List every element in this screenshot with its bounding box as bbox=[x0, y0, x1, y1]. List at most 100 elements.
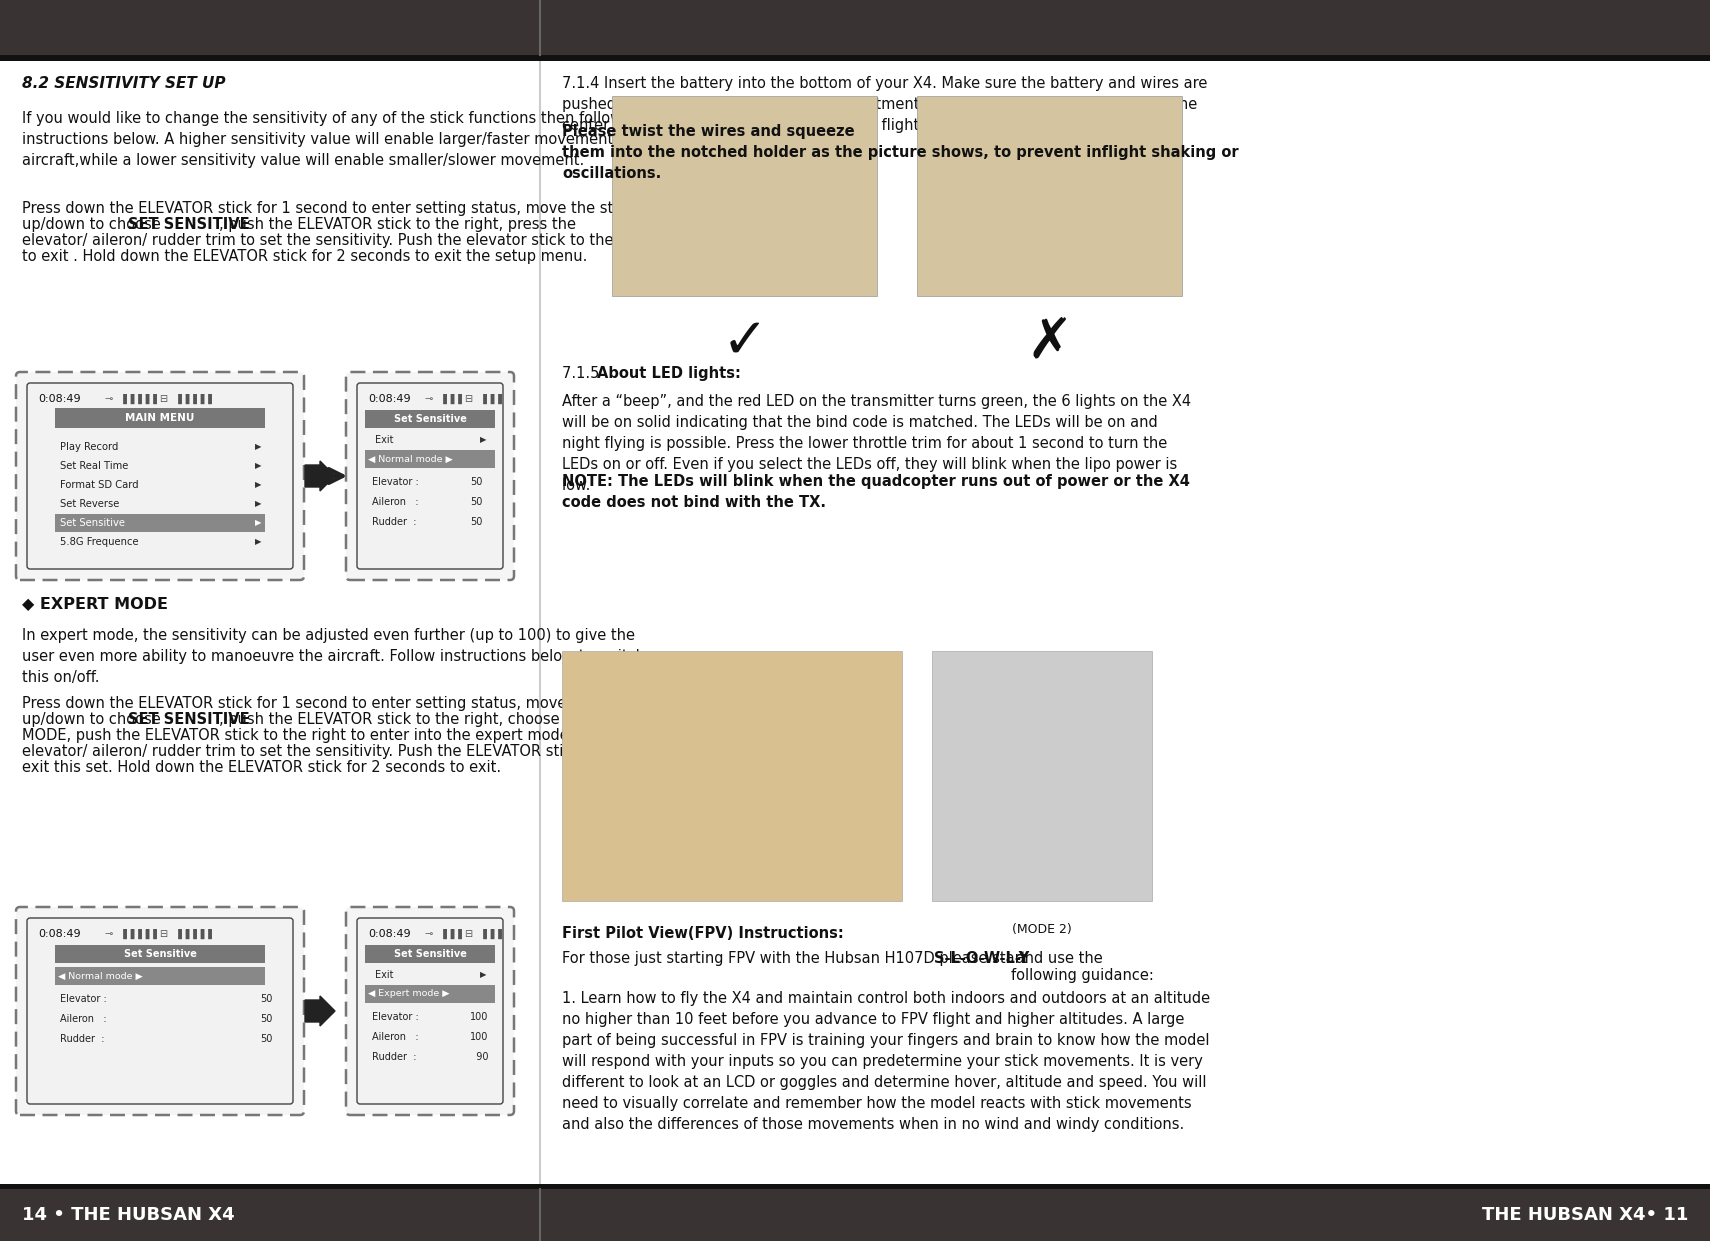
Text: ⊸  ▐▐▐▐▐: ⊸ ▐▐▐▐▐ bbox=[104, 930, 157, 939]
Text: 0:08:49: 0:08:49 bbox=[368, 930, 410, 939]
Text: ✗: ✗ bbox=[1026, 316, 1072, 370]
Text: Set Reverse: Set Reverse bbox=[60, 499, 120, 509]
Text: Set Sensitive: Set Sensitive bbox=[60, 517, 125, 527]
Text: ◆ EXPERT MODE: ◆ EXPERT MODE bbox=[22, 596, 168, 611]
Text: 50: 50 bbox=[470, 496, 482, 508]
Text: 0:08:49: 0:08:49 bbox=[368, 393, 410, 405]
Text: ▶: ▶ bbox=[255, 443, 262, 452]
Text: 50: 50 bbox=[260, 1034, 272, 1044]
Text: Elevator :: Elevator : bbox=[60, 994, 106, 1004]
Text: ⊟  ▐▐▐▐▐: ⊟ ▐▐▐▐▐ bbox=[161, 393, 212, 405]
Text: up/down to choose: up/down to choose bbox=[22, 712, 166, 727]
FancyBboxPatch shape bbox=[345, 372, 515, 580]
FancyArrow shape bbox=[304, 460, 335, 491]
Text: Please twist the wires and squeeze
them into the notched holder as the picture s: Please twist the wires and squeeze them … bbox=[563, 124, 1238, 181]
Text: Elevator :: Elevator : bbox=[373, 477, 419, 486]
Text: ▶: ▶ bbox=[481, 436, 487, 444]
Bar bbox=[364, 410, 494, 428]
Text: MODE, push the ELEVATOR stick to the right to enter into the expert mode, press : MODE, push the ELEVATOR stick to the rig… bbox=[22, 728, 646, 743]
Text: ✓: ✓ bbox=[722, 316, 768, 370]
Bar bbox=[364, 985, 494, 1003]
Bar bbox=[55, 967, 265, 985]
Text: Set Sensitive: Set Sensitive bbox=[393, 414, 467, 424]
Text: ⊸  ▐▐▐: ⊸ ▐▐▐ bbox=[426, 930, 462, 939]
Text: ⊸  ▐▐▐▐▐: ⊸ ▐▐▐▐▐ bbox=[104, 393, 157, 405]
Text: ⊟  ▐▐▐: ⊟ ▐▐▐ bbox=[465, 393, 501, 405]
Text: , push the ELEVATOR stick to the right, choose NORMAL: , push the ELEVATOR stick to the right, … bbox=[219, 712, 628, 727]
Text: 0:08:49: 0:08:49 bbox=[38, 930, 80, 939]
FancyBboxPatch shape bbox=[345, 907, 515, 1114]
FancyArrow shape bbox=[304, 997, 335, 1026]
FancyBboxPatch shape bbox=[357, 383, 503, 570]
FancyBboxPatch shape bbox=[15, 907, 304, 1114]
Text: Exit: Exit bbox=[374, 436, 393, 446]
Text: 1. Learn how to fly the X4 and maintain control both indoors and outdoors at an : 1. Learn how to fly the X4 and maintain … bbox=[563, 992, 1211, 1132]
FancyBboxPatch shape bbox=[27, 383, 292, 570]
Text: ▶: ▶ bbox=[255, 480, 262, 489]
Text: ▶: ▶ bbox=[255, 462, 262, 470]
Text: ◀ Normal mode ▶: ◀ Normal mode ▶ bbox=[368, 454, 453, 463]
Text: 0:08:49: 0:08:49 bbox=[38, 393, 80, 405]
Bar bbox=[0, 1189, 1710, 1241]
Text: SET SENSITIVE: SET SENSITIVE bbox=[128, 712, 250, 727]
Text: , push the ELEVATOR stick to the right, press the: , push the ELEVATOR stick to the right, … bbox=[219, 217, 576, 232]
Text: 50: 50 bbox=[260, 994, 272, 1004]
Text: Rudder  :: Rudder : bbox=[373, 1052, 417, 1062]
Bar bbox=[364, 450, 494, 468]
Text: Set Sensitive: Set Sensitive bbox=[393, 949, 467, 959]
Text: 100: 100 bbox=[470, 1033, 489, 1042]
Bar bbox=[932, 652, 1153, 901]
Text: Play Record: Play Record bbox=[60, 442, 118, 452]
Bar bbox=[364, 944, 494, 963]
Text: SET SENSITIVE: SET SENSITIVE bbox=[128, 217, 250, 232]
Text: Aileron   :: Aileron : bbox=[373, 496, 419, 508]
Text: ▶: ▶ bbox=[255, 519, 262, 527]
Text: and use the
following guidance:: and use the following guidance: bbox=[1011, 951, 1154, 983]
Text: Rudder  :: Rudder : bbox=[60, 1034, 104, 1044]
Text: Press down the ELEVATOR stick for 1 second to enter setting status, move the sti: Press down the ELEVATOR stick for 1 seco… bbox=[22, 201, 634, 216]
Text: 8.2 SENSITIVITY SET UP: 8.2 SENSITIVITY SET UP bbox=[22, 76, 226, 91]
Bar bbox=[0, 55, 1710, 61]
Text: ▶: ▶ bbox=[255, 537, 262, 546]
Text: ▶: ▶ bbox=[481, 970, 487, 979]
Text: S-L-O-W-L-Y: S-L-O-W-L-Y bbox=[934, 951, 1029, 965]
Bar bbox=[0, 0, 1710, 55]
Text: Rudder  :: Rudder : bbox=[373, 517, 417, 527]
Text: Aileron   :: Aileron : bbox=[60, 1014, 106, 1024]
Text: 7.1.5: 7.1.5 bbox=[563, 366, 604, 381]
Text: 5.8G Frequence: 5.8G Frequence bbox=[60, 537, 139, 547]
Bar bbox=[55, 408, 265, 428]
Text: Set Real Time: Set Real Time bbox=[60, 460, 128, 472]
Text: exit this set. Hold down the ELEVATOR stick for 2 seconds to exit.: exit this set. Hold down the ELEVATOR st… bbox=[22, 759, 501, 774]
Text: THE HUBSAN X4• 11: THE HUBSAN X4• 11 bbox=[1481, 1206, 1688, 1224]
Text: elevator/ aileron/ rudder trim to set the sensitivity. Push the elevator stick t: elevator/ aileron/ rudder trim to set th… bbox=[22, 233, 653, 248]
Text: 100: 100 bbox=[470, 1011, 489, 1023]
FancyBboxPatch shape bbox=[15, 372, 304, 580]
Text: ◀ Normal mode ▶: ◀ Normal mode ▶ bbox=[58, 972, 142, 980]
Text: 7.1.4 Insert the battery into the bottom of your X4. Make sure the battery and w: 7.1.4 Insert the battery into the bottom… bbox=[563, 76, 1207, 133]
Text: Press down the ELEVATOR stick for 1 second to enter setting status, move the sti: Press down the ELEVATOR stick for 1 seco… bbox=[22, 696, 634, 711]
Text: Elevator :: Elevator : bbox=[373, 1011, 419, 1023]
Text: For those just starting FPV with the Hubsan H107D please start: For those just starting FPV with the Hub… bbox=[563, 951, 1031, 965]
Text: NOTE: The LEDs will blink when the quadcopter runs out of power or the X4
code d: NOTE: The LEDs will blink when the quadc… bbox=[563, 474, 1190, 510]
Text: to exit . Hold down the ELEVATOR stick for 2 seconds to exit the setup menu.: to exit . Hold down the ELEVATOR stick f… bbox=[22, 249, 587, 264]
Text: If you would like to change the sensitivity of any of the stick functions then f: If you would like to change the sensitiv… bbox=[22, 110, 660, 168]
Text: Exit: Exit bbox=[374, 970, 393, 980]
Text: 14 • THE HUBSAN X4: 14 • THE HUBSAN X4 bbox=[22, 1206, 234, 1224]
Text: First Pilot View(FPV) Instructions:: First Pilot View(FPV) Instructions: bbox=[563, 926, 843, 941]
Text: ◀ Expert mode ▶: ◀ Expert mode ▶ bbox=[368, 989, 450, 999]
Bar bbox=[55, 514, 265, 532]
Bar bbox=[0, 1184, 1710, 1189]
Text: About LED lights:: About LED lights: bbox=[597, 366, 740, 381]
Bar bbox=[563, 652, 901, 901]
Text: Set Sensitive: Set Sensitive bbox=[123, 949, 197, 959]
Text: elevator/ aileron/ rudder trim to set the sensitivity. Push the ELEVATOR stick t: elevator/ aileron/ rudder trim to set th… bbox=[22, 745, 686, 759]
Text: Format SD Card: Format SD Card bbox=[60, 480, 139, 490]
Text: up/down to choose: up/down to choose bbox=[22, 217, 166, 232]
Text: ▶: ▶ bbox=[255, 499, 262, 509]
Text: After a “beep”, and the red LED on the transmitter turns green, the 6 lights on : After a “beep”, and the red LED on the t… bbox=[563, 393, 1192, 493]
FancyBboxPatch shape bbox=[357, 918, 503, 1104]
Text: 90: 90 bbox=[470, 1052, 489, 1062]
Text: ⊟  ▐▐▐: ⊟ ▐▐▐ bbox=[465, 930, 501, 939]
Text: In expert mode, the sensitivity can be adjusted even further (up to 100) to give: In expert mode, the sensitivity can be a… bbox=[22, 628, 645, 685]
